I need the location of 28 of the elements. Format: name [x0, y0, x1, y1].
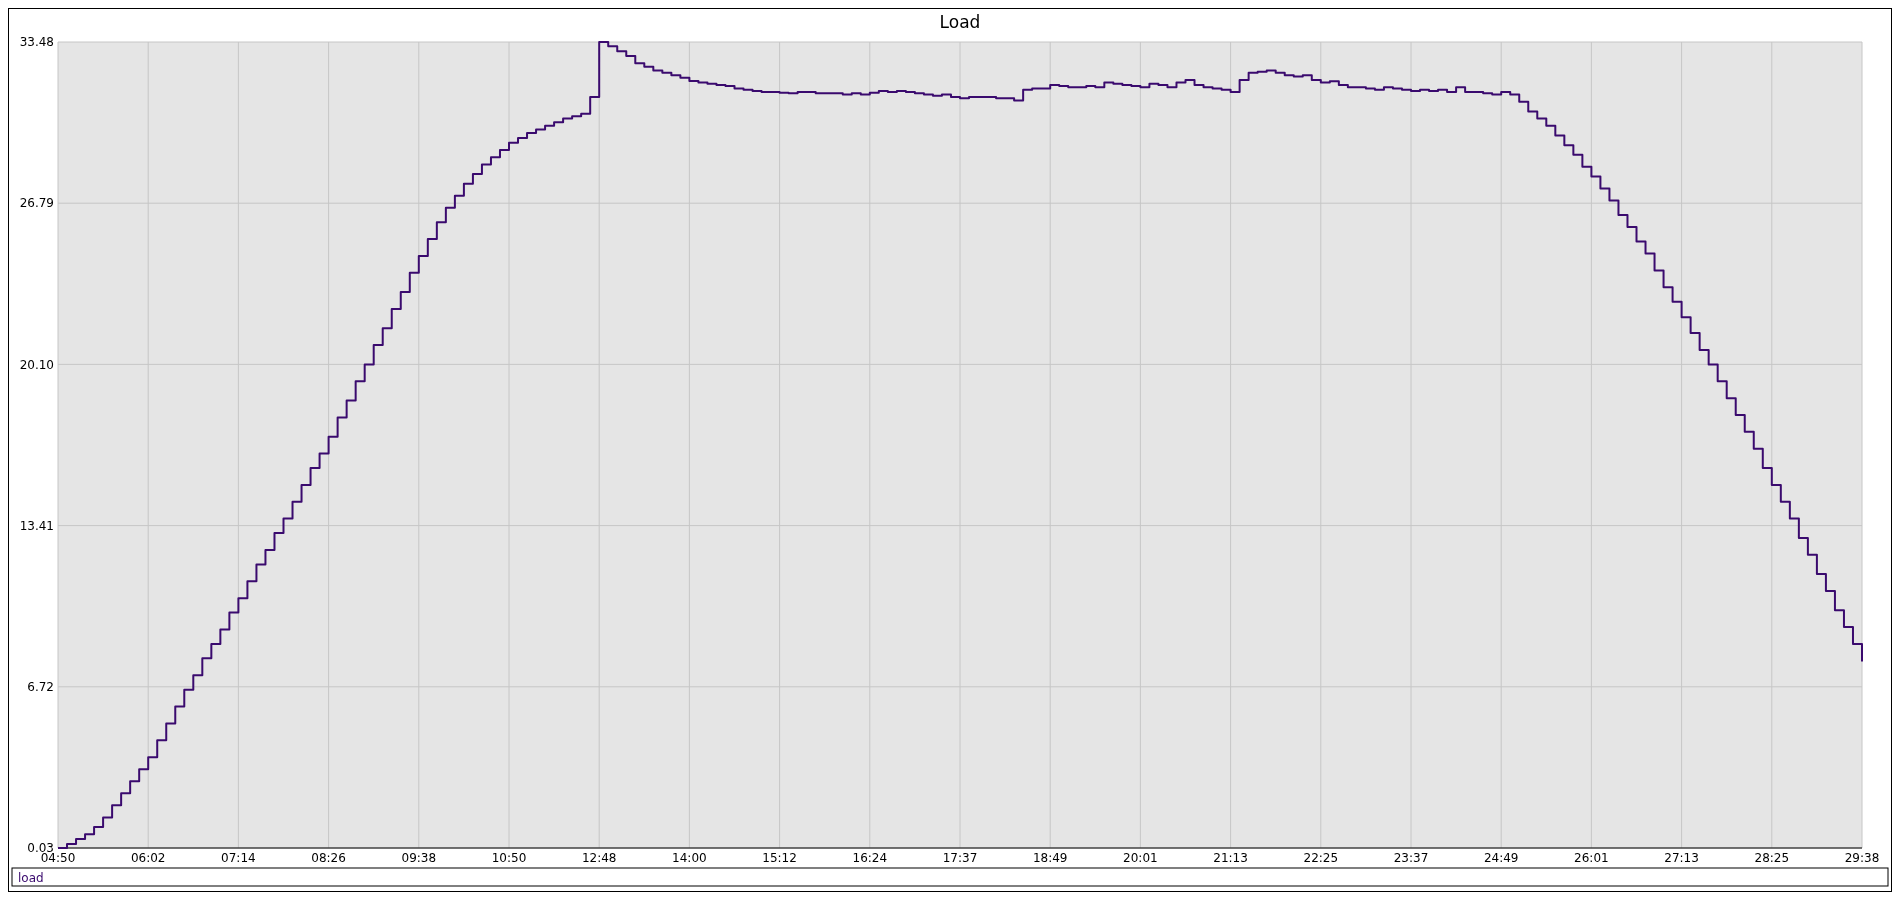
x-tick-label: 14:00	[672, 851, 707, 865]
x-tick-label: 16:24	[852, 851, 888, 865]
x-tick-label: 24:49	[1483, 851, 1519, 865]
y-tick-label: 33.48	[19, 35, 54, 50]
chart-title: Load	[939, 12, 981, 32]
x-tick-label: 17:37	[942, 851, 978, 865]
x-tick-label: 06:02	[130, 851, 166, 865]
x-tick-label: 10:50	[491, 851, 527, 865]
y-tick-label: 6.72	[27, 680, 54, 694]
x-tick-label: 23:37	[1393, 851, 1429, 865]
x-tick-label: 18:49	[1032, 851, 1068, 865]
x-tick-label: 21:13	[1213, 851, 1248, 865]
x-tick-label: 12:48	[581, 851, 617, 865]
x-tick-label: 08:26	[311, 851, 346, 865]
x-tick-label: 27:13	[1664, 851, 1699, 865]
x-tick-label: 15:12	[762, 851, 797, 865]
x-tick-label: 20:01	[1123, 851, 1158, 865]
x-tick-label: 09:38	[401, 851, 437, 865]
x-tick-label: 22:25	[1303, 851, 1339, 865]
y-tick-label: 20.10	[19, 357, 54, 372]
x-tick-label: 26:01	[1574, 851, 1609, 865]
y-tick-label: 13.41	[19, 518, 54, 533]
x-tick-label: 28:25	[1754, 851, 1790, 865]
x-tick-label: 29:38	[1844, 851, 1880, 865]
x-tick-label: 07:14	[221, 851, 256, 865]
x-tick-label: 04:50	[40, 851, 76, 865]
text: load	[18, 871, 44, 885]
y-tick-label: 26.79	[19, 196, 54, 211]
